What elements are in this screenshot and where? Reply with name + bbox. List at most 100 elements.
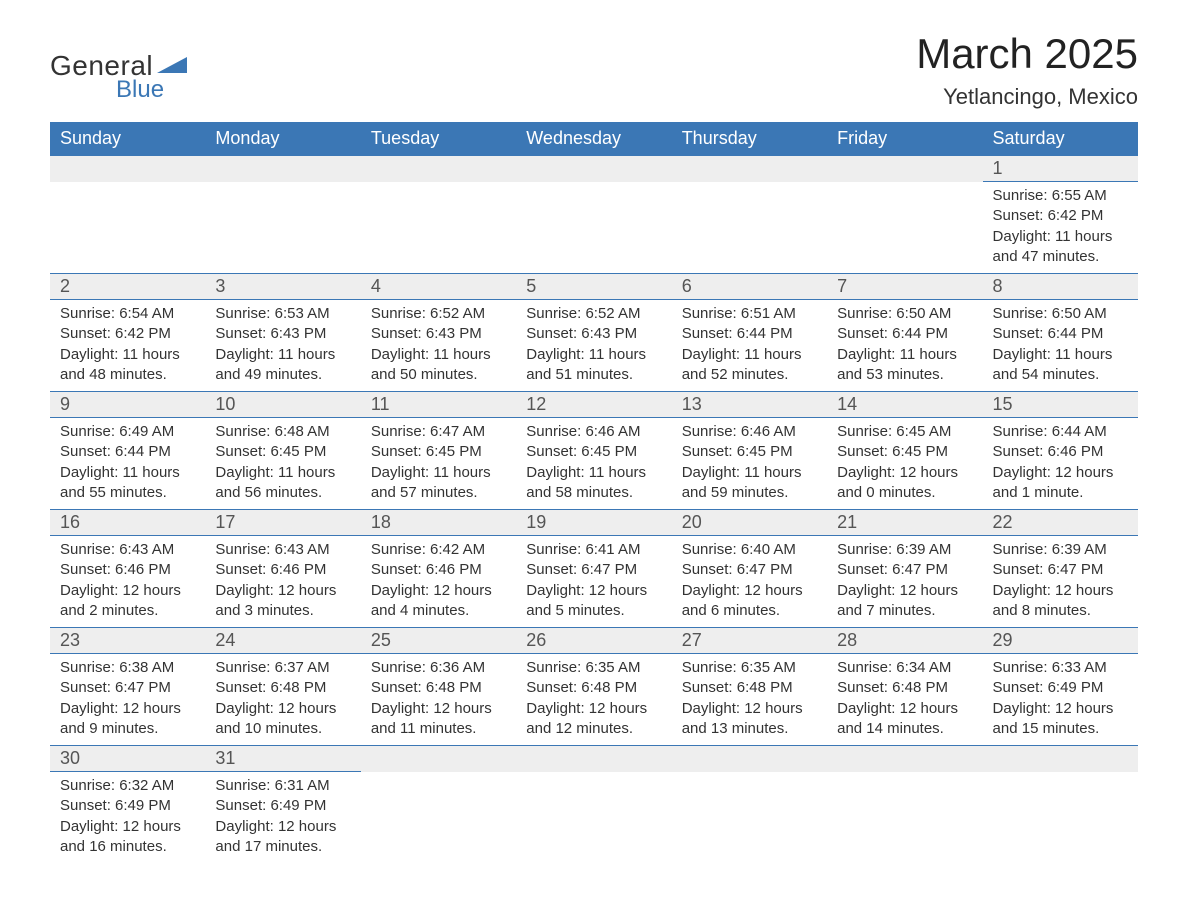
day-detail-cell: Sunrise: 6:55 AMSunset: 6:42 PMDaylight:…	[983, 182, 1138, 274]
day-detail-cell: Sunrise: 6:50 AMSunset: 6:44 PMDaylight:…	[983, 300, 1138, 392]
day-detail-cell: Sunrise: 6:53 AMSunset: 6:43 PMDaylight:…	[205, 300, 360, 392]
day-number: 7	[827, 274, 982, 299]
day-detail: Sunrise: 6:50 AMSunset: 6:44 PMDaylight:…	[827, 300, 982, 391]
day-number-cell	[361, 746, 516, 772]
day-detail-cell: Sunrise: 6:47 AMSunset: 6:45 PMDaylight:…	[361, 418, 516, 510]
day-number: 1	[983, 156, 1138, 181]
day-detail-cell: Sunrise: 6:48 AMSunset: 6:45 PMDaylight:…	[205, 418, 360, 510]
day-number: 27	[672, 628, 827, 653]
day-number-cell: 6	[672, 274, 827, 300]
day-detail-cell: Sunrise: 6:51 AMSunset: 6:44 PMDaylight:…	[672, 300, 827, 392]
day-detail-cell	[361, 772, 516, 864]
day-detail-cell	[672, 182, 827, 274]
day-detail-cell: Sunrise: 6:45 AMSunset: 6:45 PMDaylight:…	[827, 418, 982, 510]
day-number-cell: 17	[205, 510, 360, 536]
day-number-cell: 13	[672, 392, 827, 418]
day-number: 10	[205, 392, 360, 417]
day-number: 22	[983, 510, 1138, 535]
day-detail-cell: Sunrise: 6:39 AMSunset: 6:47 PMDaylight:…	[983, 536, 1138, 628]
day-number-cell: 5	[516, 274, 671, 300]
detail-row: Sunrise: 6:49 AMSunset: 6:44 PMDaylight:…	[50, 418, 1138, 510]
day-number-cell: 7	[827, 274, 982, 300]
day-detail-cell	[827, 772, 982, 864]
day-number-cell: 2	[50, 274, 205, 300]
day-number-cell: 9	[50, 392, 205, 418]
day-detail-cell	[827, 182, 982, 274]
day-detail: Sunrise: 6:38 AMSunset: 6:47 PMDaylight:…	[50, 654, 205, 745]
day-number-cell	[205, 156, 360, 182]
day-detail: Sunrise: 6:41 AMSunset: 6:47 PMDaylight:…	[516, 536, 671, 627]
day-detail-cell	[516, 772, 671, 864]
day-detail-cell: Sunrise: 6:52 AMSunset: 6:43 PMDaylight:…	[361, 300, 516, 392]
day-number-cell: 25	[361, 628, 516, 654]
day-number-cell	[983, 746, 1138, 772]
day-number-cell: 24	[205, 628, 360, 654]
daynum-row: 1	[50, 156, 1138, 182]
day-number: 21	[827, 510, 982, 535]
day-number-cell: 29	[983, 628, 1138, 654]
day-detail-cell: Sunrise: 6:46 AMSunset: 6:45 PMDaylight:…	[672, 418, 827, 510]
day-detail-cell: Sunrise: 6:41 AMSunset: 6:47 PMDaylight:…	[516, 536, 671, 628]
day-number: 26	[516, 628, 671, 653]
title-block: March 2025 Yetlancingo, Mexico	[916, 30, 1138, 110]
day-number-cell: 26	[516, 628, 671, 654]
calendar-table: Sunday Monday Tuesday Wednesday Thursday…	[50, 122, 1138, 863]
day-detail-cell	[983, 772, 1138, 864]
day-detail: Sunrise: 6:47 AMSunset: 6:45 PMDaylight:…	[361, 418, 516, 509]
day-number: 23	[50, 628, 205, 653]
day-number: 28	[827, 628, 982, 653]
day-detail-cell: Sunrise: 6:49 AMSunset: 6:44 PMDaylight:…	[50, 418, 205, 510]
header: General Blue March 2025 Yetlancingo, Mex…	[50, 30, 1138, 110]
day-number: 30	[50, 746, 205, 771]
day-number: 11	[361, 392, 516, 417]
day-detail-cell: Sunrise: 6:31 AMSunset: 6:49 PMDaylight:…	[205, 772, 360, 864]
day-detail: Sunrise: 6:33 AMSunset: 6:49 PMDaylight:…	[983, 654, 1138, 745]
day-detail-cell: Sunrise: 6:39 AMSunset: 6:47 PMDaylight:…	[827, 536, 982, 628]
day-number-cell: 16	[50, 510, 205, 536]
day-detail-cell: Sunrise: 6:42 AMSunset: 6:46 PMDaylight:…	[361, 536, 516, 628]
day-detail-cell	[672, 772, 827, 864]
day-number: 16	[50, 510, 205, 535]
day-detail-cell: Sunrise: 6:36 AMSunset: 6:48 PMDaylight:…	[361, 654, 516, 746]
day-detail: Sunrise: 6:39 AMSunset: 6:47 PMDaylight:…	[983, 536, 1138, 627]
day-detail: Sunrise: 6:48 AMSunset: 6:45 PMDaylight:…	[205, 418, 360, 509]
day-number-cell	[516, 156, 671, 182]
day-detail: Sunrise: 6:34 AMSunset: 6:48 PMDaylight:…	[827, 654, 982, 745]
day-detail: Sunrise: 6:32 AMSunset: 6:49 PMDaylight:…	[50, 772, 205, 863]
col-tuesday: Tuesday	[361, 122, 516, 156]
day-detail: Sunrise: 6:46 AMSunset: 6:45 PMDaylight:…	[516, 418, 671, 509]
day-number: 2	[50, 274, 205, 299]
day-number-cell: 21	[827, 510, 982, 536]
daynum-row: 3031	[50, 746, 1138, 772]
day-number: 4	[361, 274, 516, 299]
day-detail: Sunrise: 6:43 AMSunset: 6:46 PMDaylight:…	[205, 536, 360, 627]
day-detail-cell	[361, 182, 516, 274]
day-detail: Sunrise: 6:49 AMSunset: 6:44 PMDaylight:…	[50, 418, 205, 509]
day-detail-cell: Sunrise: 6:52 AMSunset: 6:43 PMDaylight:…	[516, 300, 671, 392]
daynum-row: 16171819202122	[50, 510, 1138, 536]
day-number-cell: 22	[983, 510, 1138, 536]
day-detail: Sunrise: 6:42 AMSunset: 6:46 PMDaylight:…	[361, 536, 516, 627]
col-wednesday: Wednesday	[516, 122, 671, 156]
day-detail: Sunrise: 6:52 AMSunset: 6:43 PMDaylight:…	[516, 300, 671, 391]
day-detail-cell: Sunrise: 6:44 AMSunset: 6:46 PMDaylight:…	[983, 418, 1138, 510]
day-number-cell: 27	[672, 628, 827, 654]
detail-row: Sunrise: 6:43 AMSunset: 6:46 PMDaylight:…	[50, 536, 1138, 628]
day-number-cell: 15	[983, 392, 1138, 418]
day-number: 5	[516, 274, 671, 299]
day-detail: Sunrise: 6:35 AMSunset: 6:48 PMDaylight:…	[516, 654, 671, 745]
day-number-cell: 23	[50, 628, 205, 654]
day-detail-cell: Sunrise: 6:40 AMSunset: 6:47 PMDaylight:…	[672, 536, 827, 628]
col-thursday: Thursday	[672, 122, 827, 156]
day-number: 18	[361, 510, 516, 535]
day-number-cell: 20	[672, 510, 827, 536]
day-detail: Sunrise: 6:55 AMSunset: 6:42 PMDaylight:…	[983, 182, 1138, 273]
day-detail: Sunrise: 6:31 AMSunset: 6:49 PMDaylight:…	[205, 772, 360, 863]
day-detail: Sunrise: 6:35 AMSunset: 6:48 PMDaylight:…	[672, 654, 827, 745]
day-detail: Sunrise: 6:51 AMSunset: 6:44 PMDaylight:…	[672, 300, 827, 391]
day-number-cell: 31	[205, 746, 360, 772]
day-detail-cell: Sunrise: 6:43 AMSunset: 6:46 PMDaylight:…	[50, 536, 205, 628]
day-detail: Sunrise: 6:54 AMSunset: 6:42 PMDaylight:…	[50, 300, 205, 391]
day-number-cell	[827, 746, 982, 772]
daynum-row: 23242526272829	[50, 628, 1138, 654]
